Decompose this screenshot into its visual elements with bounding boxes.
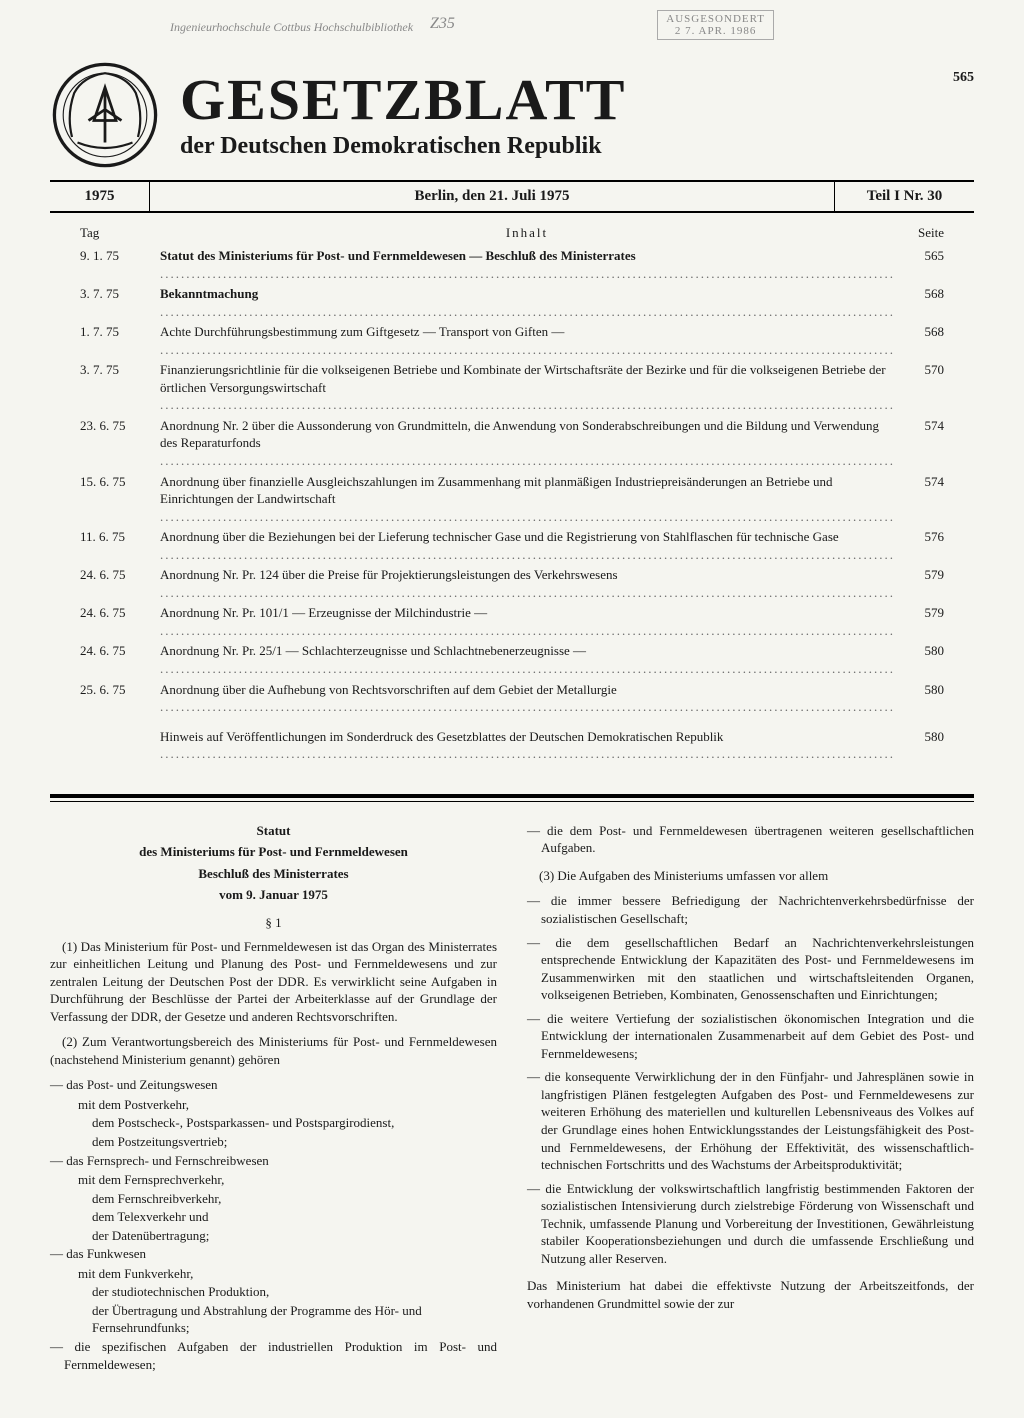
issue-place-date: Berlin, den 21. Juli 1975: [150, 182, 834, 211]
issue-part-number: Teil I Nr. 30: [834, 182, 974, 211]
toc-page: 565: [894, 247, 944, 265]
toc-date: 24. 6. 75: [80, 566, 160, 584]
list-item: — die spezifischen Aufgaben der industri…: [50, 1338, 497, 1373]
list-subitem: mit dem Postverkehr,: [78, 1096, 497, 1114]
list-item: — die dem gesellschaftlichen Bedarf an N…: [527, 934, 974, 1004]
toc-title: Anordnung Nr. Pr. 101/1 — Erzeugnisse de…: [160, 604, 894, 639]
toc-date: 1. 7. 75: [80, 323, 160, 341]
masthead: GESETZBLATT der Deutschen Demokratischen…: [50, 60, 974, 170]
toc-date: 24. 6. 75: [80, 642, 160, 660]
toc-date: 24. 6. 75: [80, 604, 160, 622]
toc-page: 574: [894, 473, 944, 491]
toc-title: Statut des Ministeriums für Post- und Fe…: [160, 247, 894, 282]
list-subsubitem: dem Postzeitungsvertrieb;: [92, 1133, 497, 1151]
article-body: Statut des Ministeriums für Post- und Fe…: [50, 822, 974, 1375]
toc-page: 580: [894, 681, 944, 699]
toc-row: 1. 7. 75Achte Durchführungsbestimmung zu…: [80, 323, 944, 358]
toc-title: Achte Durchführungsbestimmung zum Giftge…: [160, 323, 894, 358]
toc-row: 24. 6. 75Anordnung Nr. Pr. 101/1 — Erzeu…: [80, 604, 944, 639]
list-item: — das Fernsprech- und Fernschreibwesen: [50, 1152, 497, 1170]
toc-row: 11. 6. 75Anordnung über die Beziehungen …: [80, 528, 944, 563]
list-subsubitem: der Datenübertragung;: [92, 1227, 497, 1245]
issue-year: 1975: [50, 182, 150, 211]
main-title: GESETZBLATT: [180, 71, 974, 129]
toc-page: 574: [894, 417, 944, 435]
toc-date: 15. 6. 75: [80, 473, 160, 491]
handwritten-mark: Z35: [430, 15, 455, 33]
toc-row: 3. 7. 75Bekanntmachung568: [80, 285, 944, 320]
toc-row: 3. 7. 75Finanzierungsrichtlinie für die …: [80, 361, 944, 414]
paragraph-tail: Das Ministerium hat dabei die effektivst…: [527, 1277, 974, 1312]
list-item: — die weitere Vertiefung der sozialistis…: [527, 1010, 974, 1063]
toc-row: 23. 6. 75Anordnung Nr. 2 über die Ausson…: [80, 417, 944, 470]
toc-date: 9. 1. 75: [80, 247, 160, 265]
list-item: — die dem Post- und Fernmeldewesen übert…: [527, 822, 974, 857]
paragraph-1: (1) Das Ministerium für Post- und Fernme…: [50, 938, 497, 1026]
toc-page: 580: [894, 728, 944, 746]
list-subsubitem: dem Fernschreibverkehr,: [92, 1190, 497, 1208]
article-title-2: des Ministeriums für Post- und Fernmelde…: [50, 843, 497, 861]
toc-date: 3. 7. 75: [80, 361, 160, 379]
list-subitem: mit dem Fernsprechverkehr,: [78, 1171, 497, 1189]
toc-page: 579: [894, 566, 944, 584]
toc-title: Finanzierungsrichtlinie für die volkseig…: [160, 361, 894, 414]
header-stamps: Ingenieurhochschule Cottbus Hochschulbib…: [50, 30, 974, 60]
library-stamp: Ingenieurhochschule Cottbus Hochschulbib…: [170, 20, 413, 35]
toc-title: Anordnung Nr. Pr. 25/1 — Schlachterzeugn…: [160, 642, 894, 677]
toc-date: 23. 6. 75: [80, 417, 160, 435]
toc-page: 570: [894, 361, 944, 379]
toc-row: 24. 6. 75Anordnung Nr. Pr. 25/1 — Schlac…: [80, 642, 944, 677]
toc-title: Anordnung über die Beziehungen bei der L…: [160, 528, 894, 563]
toc-row: 25. 6. 75Anordnung über die Aufhebung vo…: [80, 681, 944, 716]
subtitle: der Deutschen Demokratischen Republik: [180, 133, 974, 160]
toc-date: 25. 6. 75: [80, 681, 160, 699]
toc-title: Anordnung über die Aufhebung von Rechtsv…: [160, 681, 894, 716]
list-subsubitem: dem Telexverkehr und: [92, 1208, 497, 1226]
list-subsubitem: der studiotechnischen Produktion,: [92, 1283, 497, 1301]
page-number-top: 565: [953, 70, 974, 86]
list-item: — die immer bessere Befriedigung der Nac…: [527, 892, 974, 927]
toc-title: Anordnung Nr. Pr. 124 über die Preise fü…: [160, 566, 894, 601]
toc-page: 576: [894, 528, 944, 546]
toc-title: Anordnung Nr. 2 über die Aussonderung vo…: [160, 417, 894, 470]
toc-page: 568: [894, 323, 944, 341]
stamp-text: AUSGESONDERT: [666, 13, 765, 25]
toc-date: 3. 7. 75: [80, 285, 160, 303]
toc-row: 24. 6. 75Anordnung Nr. Pr. 124 über die …: [80, 566, 944, 601]
toc-title: Hinweis auf Veröffentlichungen im Sonder…: [160, 728, 894, 763]
toc-col-page: Seite: [894, 225, 944, 241]
list-item: — das Post- und Zeitungswesen: [50, 1076, 497, 1094]
toc-title: Anordnung über finanzielle Ausgleichszah…: [160, 473, 894, 526]
toc-row: 15. 6. 75Anordnung über finanzielle Ausg…: [80, 473, 944, 526]
article-title-3: Beschluß des Ministerrates: [50, 865, 497, 883]
list-subitem: mit dem Funkverkehr,: [78, 1265, 497, 1283]
stamp-date: 2 7. APR. 1986: [666, 25, 765, 37]
column-left: Statut des Ministeriums für Post- und Fe…: [50, 822, 497, 1375]
toc-page: 568: [894, 285, 944, 303]
issue-header-bar: 1975 Berlin, den 21. Juli 1975 Teil I Nr…: [50, 180, 974, 213]
list-item: — die konsequente Verwirklichung der in …: [527, 1068, 974, 1173]
table-of-contents: Tag Inhalt Seite 9. 1. 75Statut des Mini…: [50, 213, 974, 786]
list-item: — die Entwicklung der volkswirtschaftlic…: [527, 1180, 974, 1268]
article-title-1: Statut: [50, 822, 497, 840]
toc-date: 11. 6. 75: [80, 528, 160, 546]
column-right: — die dem Post- und Fernmeldewesen übert…: [527, 822, 974, 1375]
toc-col-day: Tag: [80, 225, 160, 241]
section-divider: [50, 794, 974, 802]
toc-col-title: Inhalt: [160, 225, 894, 241]
section-number: § 1: [50, 914, 497, 932]
toc-row: 9. 1. 75Statut des Ministeriums für Post…: [80, 247, 944, 282]
toc-page: 580: [894, 642, 944, 660]
list-subsubitem: dem Postscheck-, Postsparkassen- und Pos…: [92, 1114, 497, 1132]
paragraph-2: (2) Zum Verantwortungsbereich des Minist…: [50, 1033, 497, 1068]
ddr-emblem-icon: [50, 60, 160, 170]
list-subsubitem: der Übertragung und Abstrahlung der Prog…: [92, 1302, 497, 1337]
paragraph-3: (3) Die Aufgaben des Ministeriums umfass…: [527, 867, 974, 885]
article-date: vom 9. Januar 1975: [50, 886, 497, 904]
toc-title: Bekanntmachung: [160, 285, 894, 320]
list-item: — das Funkwesen: [50, 1245, 497, 1263]
ausgesondert-stamp: AUSGESONDERT 2 7. APR. 1986: [657, 10, 774, 40]
toc-row: Hinweis auf Veröffentlichungen im Sonder…: [80, 728, 944, 763]
toc-page: 579: [894, 604, 944, 622]
